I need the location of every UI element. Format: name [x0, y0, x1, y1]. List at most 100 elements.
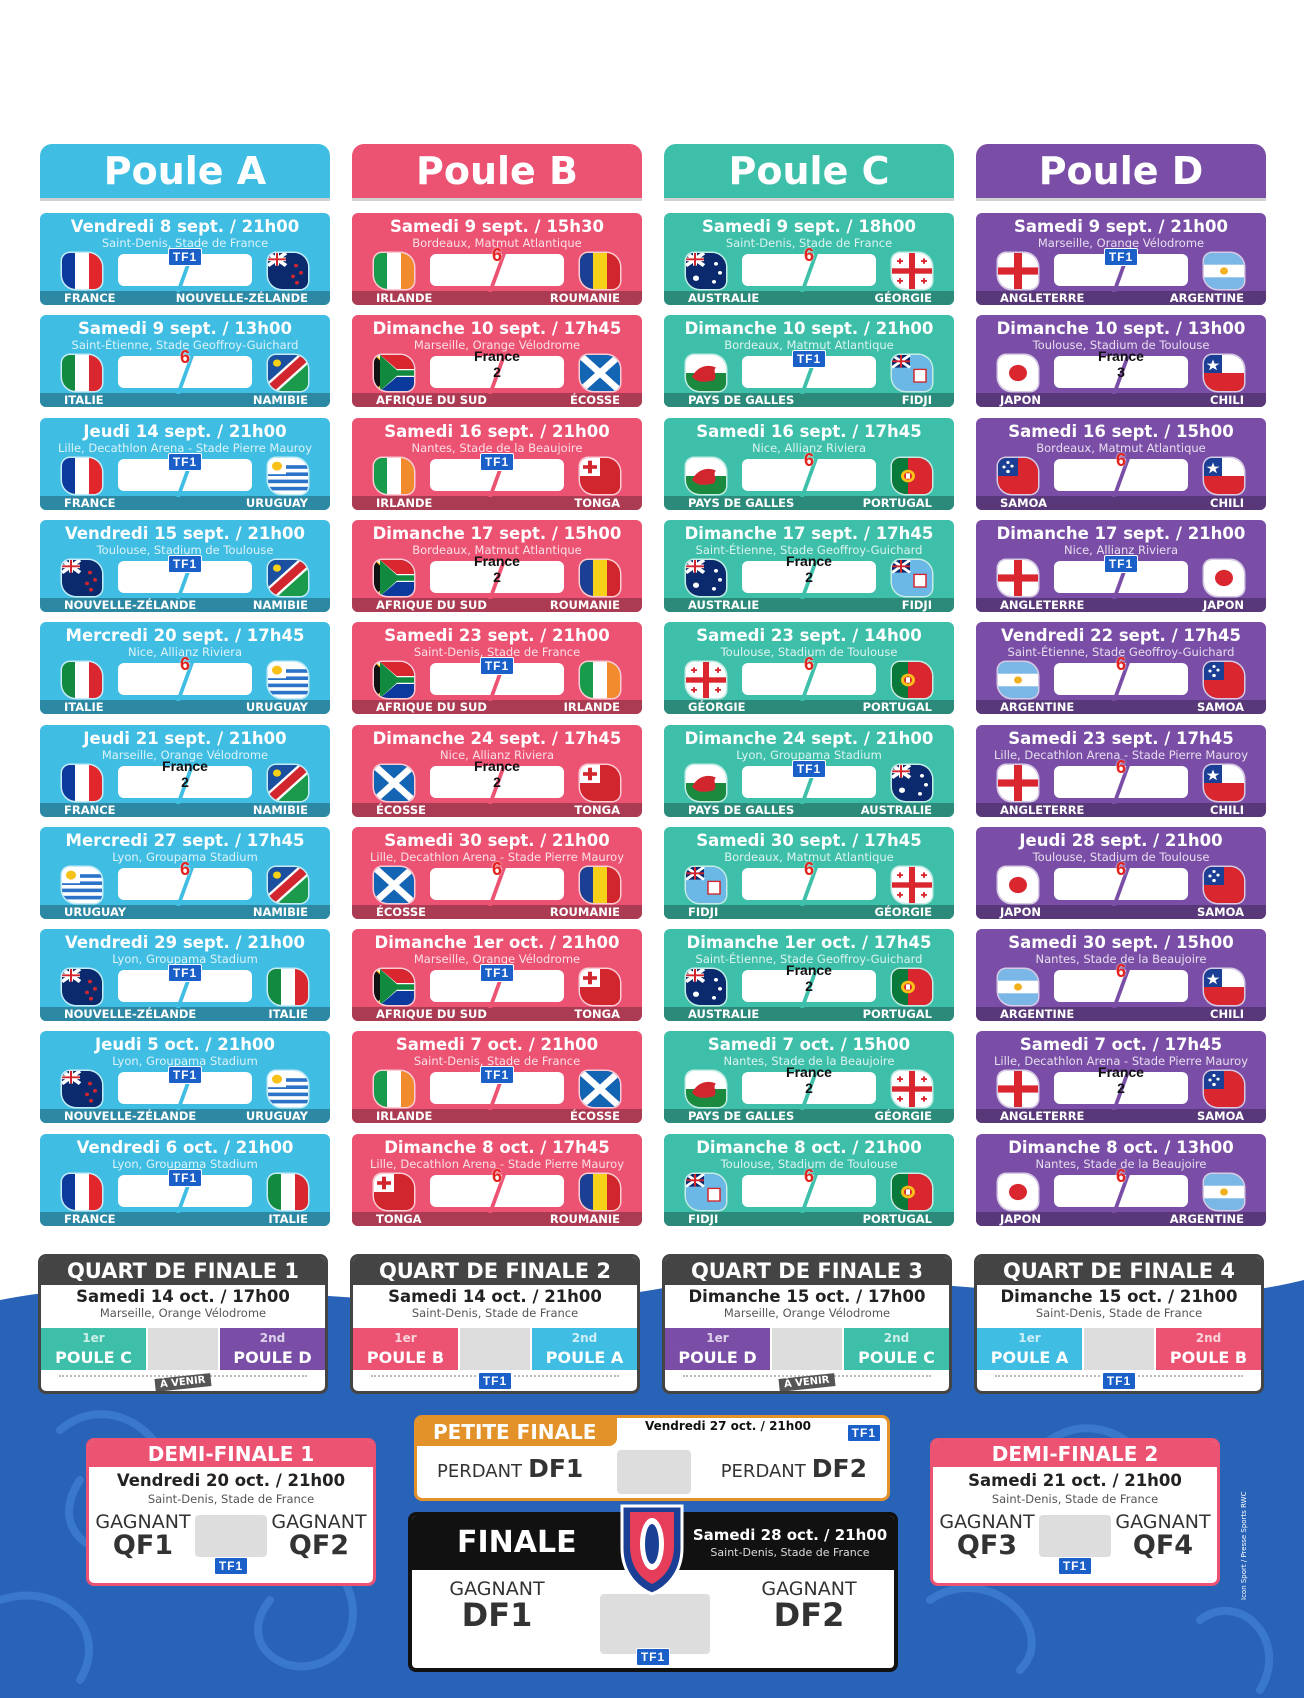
- match-date: Jeudi 5 oct. / 21h00: [95, 1035, 275, 1054]
- df-ref: DF2: [773, 1596, 845, 1634]
- match-card[interactable]: Dimanche 10 sept. / 17h45 Marseille, Oran…: [352, 315, 642, 407]
- flag-nz-icon: [62, 560, 102, 596]
- match-card[interactable]: Dimanche 17 sept. / 21h00 Nice, Allianz R…: [976, 520, 1266, 612]
- match-card[interactable]: Samedi 7 oct. / 17h45 Lille, Decathlon Ar…: [976, 1031, 1266, 1123]
- match-card[interactable]: Vendredi 22 sept. / 17h45 Saint-Étienne, …: [976, 622, 1266, 714]
- broadcaster: 6: [784, 1167, 834, 1185]
- match-card[interactable]: Samedi 16 sept. / 15h00 Bordeaux, Matmut …: [976, 418, 1266, 510]
- match-card[interactable]: Jeudi 21 sept. / 21h00 Marseille, Orange …: [40, 725, 330, 817]
- broadcaster: TF1: [472, 655, 522, 675]
- score-box[interactable]: [1039, 1515, 1111, 1557]
- match-card[interactable]: Samedi 7 oct. / 21h00 Saint-Denis, Stade …: [352, 1031, 642, 1123]
- petite[interactable]: PETITE FINALE Vendredi 27 oct. / 21h00 Sai…: [414, 1415, 890, 1501]
- semi1[interactable]: DEMI-FINALE 1 Vendredi 20 oct. / 21h00 Sai…: [86, 1438, 376, 1586]
- match-card[interactable]: Samedi 16 sept. / 21h00 Nantes, Stade de …: [352, 418, 642, 510]
- flag-tonga-icon: [580, 969, 620, 1005]
- match-card[interactable]: Dimanche 8 oct. / 13h00 Nantes, Stade de …: [976, 1134, 1266, 1226]
- quarter-final-2[interactable]: QUART DE FINALE 2 Samedi 14 oct. / 21h00 S…: [350, 1254, 640, 1394]
- card-footer-band: [664, 496, 954, 510]
- match-card[interactable]: Dimanche 8 oct. / 21h00 Toulouse, Stadium…: [664, 1134, 954, 1226]
- flag-england-icon: [998, 1071, 1038, 1107]
- match-card[interactable]: Samedi 7 oct. / 15h00 Nantes, Stade de la…: [664, 1031, 954, 1123]
- home-team: AFRIQUE DU SUD: [376, 393, 487, 407]
- match-card[interactable]: Mercredi 20 sept. / 17h45 Nice, Allianz R…: [40, 622, 330, 714]
- score-box[interactable]: [148, 1328, 218, 1370]
- match-card[interactable]: Samedi 9 sept. / 18h00 Saint-Denis, Stade…: [664, 213, 954, 305]
- match-card[interactable]: Samedi 9 sept. / 21h00 Marseille, Orange …: [976, 213, 1266, 305]
- score-box[interactable]: [460, 1328, 530, 1370]
- match-card[interactable]: Samedi 23 sept. / 14h00 Toulouse, Stadium…: [664, 622, 954, 714]
- home-team: FRANCE: [64, 291, 116, 305]
- match-card[interactable]: Jeudi 28 sept. / 21h00 Toulouse, Stadium …: [976, 827, 1266, 919]
- quarter-final-3[interactable]: QUART DE FINALE 3 Dimanche 15 oct. / 17h0…: [662, 1254, 952, 1394]
- away-team: URUGUAY: [245, 1109, 308, 1123]
- match-card[interactable]: Dimanche 17 sept. / 17h45 Saint-Étienne, …: [664, 520, 954, 612]
- match-card[interactable]: Dimanche 24 sept. / 17h45 Nice, Allianz R…: [352, 725, 642, 817]
- match-card[interactable]: Jeudi 5 oct. / 21h00 Lyon, Groupama Stadi…: [40, 1031, 330, 1123]
- tv-channel-logo: TF1: [1103, 553, 1139, 573]
- flag-portugal-icon: [892, 458, 932, 494]
- score-box[interactable]: [195, 1515, 267, 1557]
- semi2[interactable]: DEMI-FINALE 2 Samedi 21 oct. / 21h00 Saint…: [930, 1438, 1220, 1586]
- quarter-final-title: QUART DE FINALE 3: [665, 1257, 949, 1285]
- match-card[interactable]: Samedi 30 sept. / 15h00 Nantes, Stade de …: [976, 929, 1266, 1021]
- df-ref: DF2: [811, 1454, 867, 1483]
- score-box[interactable]: [617, 1450, 691, 1494]
- match-card[interactable]: Dimanche 10 sept. / 13h00 Toulouse, Stadi…: [976, 315, 1266, 407]
- match-card[interactable]: Mercredi 27 sept. / 17h45 Lyon, Groupama …: [40, 827, 330, 919]
- home-team: JAPON: [1000, 393, 1042, 407]
- match-card[interactable]: Vendredi 15 sept. / 21h00 Toulouse, Stadi…: [40, 520, 330, 612]
- card-footer-band: [664, 1109, 954, 1123]
- match-venue: Bordeaux, Matmut Atlantique: [1036, 441, 1206, 455]
- broadcaster: France 2: [784, 1064, 834, 1096]
- match-venue: Bordeaux, Matmut Atlantique: [412, 543, 582, 557]
- score-box[interactable]: [772, 1328, 842, 1370]
- match-card[interactable]: Vendredi 29 sept. / 21h00 Lyon, Groupama …: [40, 929, 330, 1021]
- score-box[interactable]: [1084, 1328, 1154, 1370]
- match-venue: Lyon, Groupama Stadium: [112, 1054, 258, 1068]
- score-box[interactable]: [600, 1594, 710, 1654]
- card-footer-band: [976, 291, 1266, 305]
- tv-channel-logo: France 3: [1096, 348, 1146, 381]
- match-card[interactable]: Samedi 23 sept. / 17h45 Lille, Decathlon …: [976, 725, 1266, 817]
- card-footer-band: [976, 905, 1266, 919]
- home-team: FRANCE: [64, 803, 116, 817]
- match-card[interactable]: Dimanche 17 sept. / 15h00 Bordeaux, Matmu…: [352, 520, 642, 612]
- tf1-logo: TF1: [846, 1424, 881, 1442]
- match-card[interactable]: Samedi 23 sept. / 21h00 Saint-Denis, Stad…: [352, 622, 642, 714]
- home-team: FIDJI: [688, 1212, 719, 1226]
- match-venue: Bordeaux, Matmut Atlantique: [724, 338, 894, 352]
- quarter-final-1[interactable]: QUART DE FINALE 1 Samedi 14 oct. / 17h00 M…: [38, 1254, 328, 1394]
- match-date: Dimanche 17 sept. / 15h00: [372, 524, 622, 543]
- flag-italy-icon: [268, 969, 308, 1005]
- qualifier-pool: POULE A: [545, 1348, 624, 1367]
- match-card[interactable]: Dimanche 10 sept. / 21h00 Bordeaux, Matmu…: [664, 315, 954, 407]
- flag-fiji-icon: [892, 355, 932, 391]
- match-card[interactable]: Samedi 9 sept. / 13h00 Saint-Étienne, Sta…: [40, 315, 330, 407]
- match-card[interactable]: Samedi 9 sept. / 15h30 Bordeaux, Matmut A…: [352, 213, 642, 305]
- m6-logo: 6: [179, 347, 190, 367]
- df-ref: DF1: [461, 1596, 533, 1634]
- card-footer-band: [352, 393, 642, 407]
- qualifier-right: 2nd POULE A: [532, 1328, 637, 1370]
- broadcaster: TF1: [160, 553, 210, 573]
- match-card[interactable]: Dimanche 1er oct. / 21h00 Marseille, Oran…: [352, 929, 642, 1021]
- match-card[interactable]: Dimanche 1er oct. / 17h45 Saint-Étienne, …: [664, 929, 954, 1021]
- match-card[interactable]: Dimanche 24 sept. / 21h00 Lyon, Groupama …: [664, 725, 954, 817]
- match-card[interactable]: Samedi 30 sept. / 21h00 Lille, Decathlon …: [352, 827, 642, 919]
- match-venue: Nantes, Stade de la Beaujoire: [411, 441, 583, 455]
- quarter-final-4[interactable]: QUART DE FINALE 4 Dimanche 15 oct. / 21h0…: [974, 1254, 1264, 1394]
- match-card[interactable]: Samedi 30 sept. / 17h45 Bordeaux, Matmut …: [664, 827, 954, 919]
- match-card[interactable]: Dimanche 8 oct. / 17h45 Lille, Decathlon …: [352, 1134, 642, 1226]
- match-card[interactable]: Vendredi 8 sept. / 21h00 Saint-Denis, Sta…: [40, 213, 330, 305]
- match-card[interactable]: Jeudi 14 sept. / 21h00 Lille, Decathlon A…: [40, 418, 330, 510]
- away-team: GÉORGIE: [874, 905, 933, 919]
- match-card[interactable]: Vendredi 6 oct. / 21h00 Lyon, Groupama St…: [40, 1134, 330, 1226]
- flag-samoa-icon: [1204, 1071, 1244, 1107]
- match-date: Vendredi 22 sept. / 17h45: [1000, 626, 1242, 645]
- match-card[interactable]: Samedi 16 sept. / 17h45 Nice, Allianz Riv…: [664, 418, 954, 510]
- qualifier-pool: POULE D: [233, 1348, 312, 1367]
- home-team: GÉORGIE: [688, 700, 746, 714]
- flag-georgia-icon: [892, 867, 932, 903]
- flag-argentina-icon: [998, 662, 1038, 698]
